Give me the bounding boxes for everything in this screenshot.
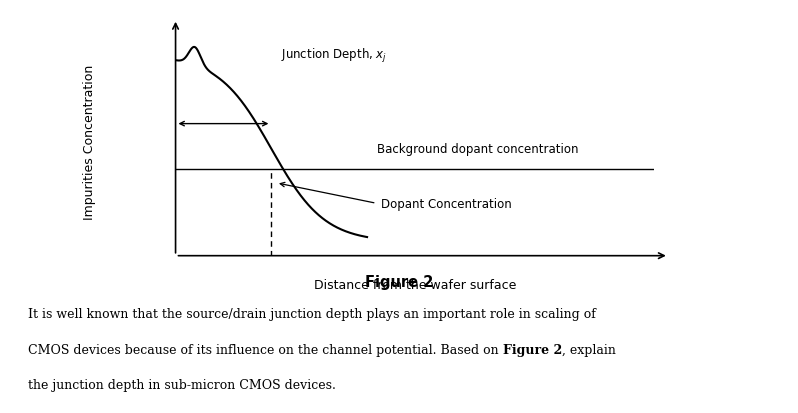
- Text: Figure 2: Figure 2: [365, 275, 433, 290]
- Text: It is well known that the source/drain junction depth plays an important role in: It is well known that the source/drain j…: [28, 308, 596, 320]
- Text: Impurities Concentration: Impurities Concentration: [83, 65, 96, 220]
- Text: the junction depth in sub-micron CMOS devices.: the junction depth in sub-micron CMOS de…: [28, 378, 336, 391]
- Text: CMOS devices because of its influence on the channel potential. Based on: CMOS devices because of its influence on…: [28, 343, 503, 356]
- Text: , explain: , explain: [562, 343, 616, 356]
- Text: Distance from the wafer surface: Distance from the wafer surface: [314, 279, 516, 292]
- Text: Background dopant concentration: Background dopant concentration: [377, 143, 579, 156]
- Text: Figure 2: Figure 2: [503, 343, 562, 356]
- Text: Dopant Concentration: Dopant Concentration: [381, 197, 512, 210]
- Text: Junction Depth, $x_j$: Junction Depth, $x_j$: [281, 47, 387, 65]
